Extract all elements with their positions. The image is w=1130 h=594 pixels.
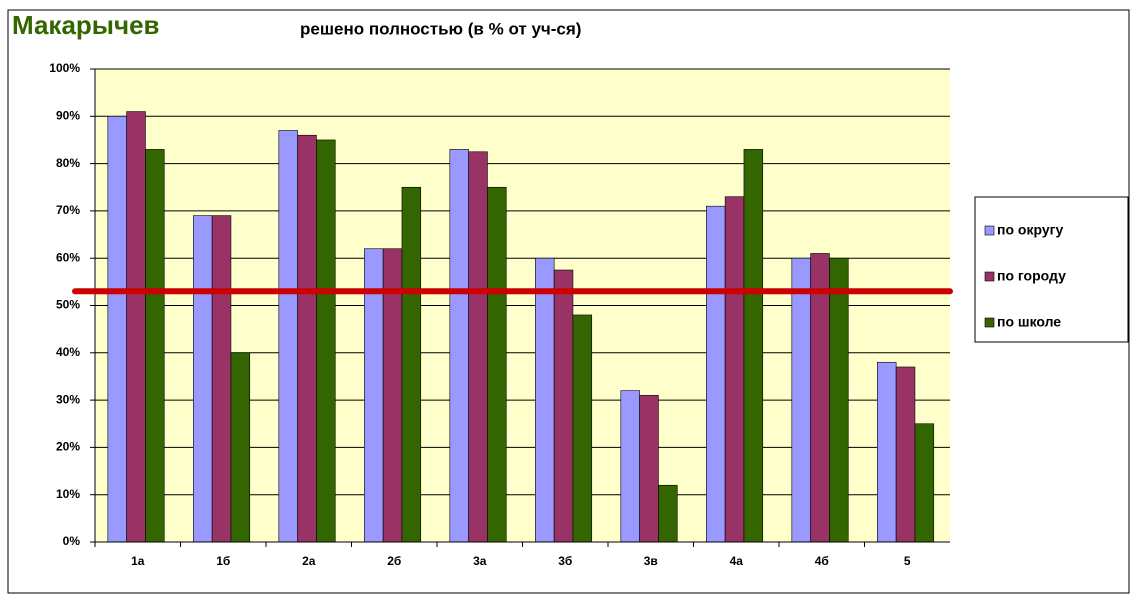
x-tick-label: 4б (815, 554, 829, 568)
bar (278, 130, 298, 543)
bar (895, 366, 916, 543)
x-tick-label: 5 (904, 554, 911, 568)
y-tick-label: 40% (56, 345, 80, 359)
y-tick-label: 80% (56, 156, 80, 170)
bar (468, 151, 488, 543)
bar (706, 205, 726, 543)
x-tick-label: 4а (730, 554, 744, 568)
bar (743, 149, 764, 543)
chart-subtitle: решено полностью (в % от уч-ся) (300, 19, 581, 38)
y-tick-label: 10% (56, 487, 80, 501)
bar (639, 395, 659, 543)
bar (297, 134, 317, 543)
legend-label: по округу (997, 222, 1063, 238)
x-tick-label: 3а (473, 554, 487, 568)
y-tick-label: 70% (56, 203, 80, 217)
bar (658, 484, 678, 543)
bar (914, 423, 935, 543)
bar (829, 257, 849, 543)
bar (126, 111, 146, 543)
bar (316, 139, 336, 543)
bar (230, 352, 251, 543)
bar (211, 215, 232, 543)
legend (974, 196, 1129, 343)
bar (535, 257, 555, 543)
bar (791, 257, 811, 543)
x-tick-label: 3в (644, 554, 658, 568)
bar (145, 149, 165, 543)
bar (487, 186, 507, 543)
bar (401, 186, 422, 543)
x-tick-label: 3б (558, 554, 572, 568)
bar (572, 314, 593, 543)
bar (449, 149, 469, 543)
legend-label: по городу (997, 268, 1066, 284)
y-tick-label: 30% (56, 392, 80, 406)
legend-label: по школе (997, 314, 1061, 330)
legend-swatch (984, 317, 995, 328)
legend-swatch (984, 225, 995, 236)
y-tick-label: 60% (56, 250, 80, 264)
y-tick-label: 90% (56, 108, 80, 122)
legend-swatch (984, 271, 995, 282)
bar (193, 215, 213, 543)
x-tick-label: 1а (131, 554, 145, 568)
y-tick-label: 50% (56, 298, 80, 312)
x-tick-label: 2б (387, 554, 401, 568)
bar (810, 253, 830, 543)
bar (620, 390, 640, 543)
y-tick-label: 100% (49, 61, 80, 75)
bar (553, 269, 574, 543)
x-tick-label: 1б (216, 554, 230, 568)
bar (724, 196, 745, 543)
y-tick-label: 0% (63, 534, 81, 548)
bar (877, 361, 897, 543)
chart-title: Макарычев (12, 10, 160, 40)
y-tick-label: 20% (56, 440, 80, 454)
bar (107, 116, 127, 543)
x-tick-label: 2а (302, 554, 316, 568)
